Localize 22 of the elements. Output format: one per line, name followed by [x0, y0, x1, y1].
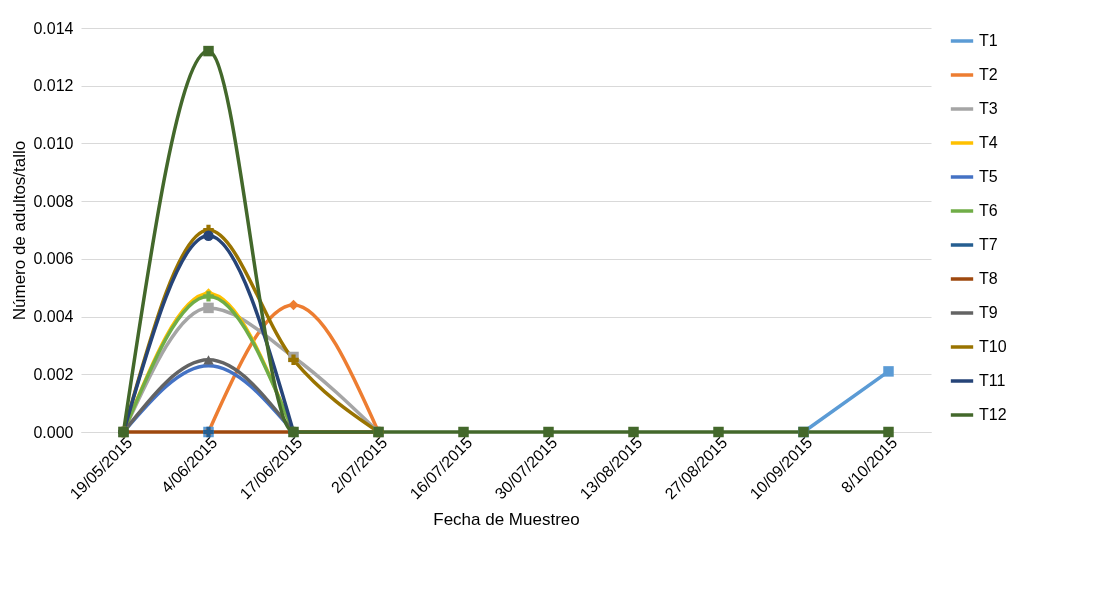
- legend-label: T9: [979, 304, 998, 321]
- y-tick-label: 0.014: [33, 19, 74, 37]
- legend-label: T6: [979, 202, 998, 219]
- legend-label: T4: [979, 134, 998, 151]
- y-tick-label: 0.004: [33, 308, 74, 326]
- legend-label: T5: [979, 168, 998, 185]
- y-tick-label: 0.010: [33, 134, 74, 152]
- legend-label: T2: [979, 66, 998, 83]
- y-tick-label: 0.000: [33, 423, 74, 441]
- legend-label: T12: [979, 406, 1007, 423]
- legend-label: T8: [979, 270, 998, 287]
- y-axis-title: Número de adultos/tallo: [10, 140, 30, 321]
- legend-label: T1: [979, 32, 998, 49]
- y-tick-label: 0.008: [33, 192, 74, 210]
- x-axis-title: Fecha de Muestreo: [433, 510, 580, 530]
- legend-label: T3: [979, 100, 998, 117]
- y-tick-label: 0.006: [33, 250, 74, 268]
- legend-label: T7: [979, 236, 998, 253]
- y-tick-label: 0.012: [33, 77, 74, 95]
- legend-label: T11: [979, 372, 1006, 389]
- y-tick-label: 0.002: [33, 365, 74, 383]
- legend-label: T10: [979, 338, 1007, 355]
